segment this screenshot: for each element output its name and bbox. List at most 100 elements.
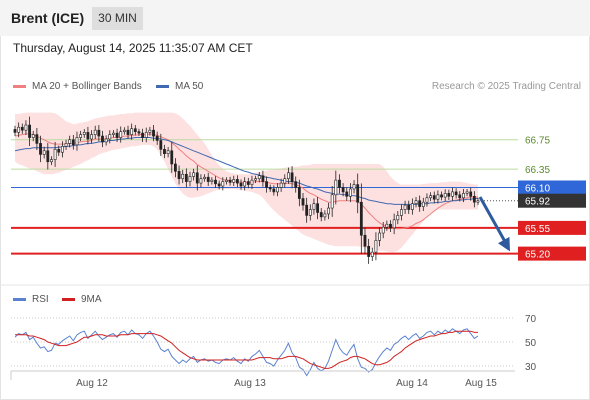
instrument-title: Brent (ICE) <box>11 10 85 26</box>
legend-9ma-swatch <box>62 298 75 301</box>
candle-up <box>93 129 97 135</box>
level-tag-support <box>518 220 586 235</box>
candle-up <box>465 191 469 194</box>
candle-up <box>188 176 192 182</box>
level-label-65.55: 65.55 <box>525 224 550 235</box>
candle-up <box>181 173 185 179</box>
candle-up <box>403 204 407 210</box>
chart-timestamp: Thursday, August 14, 2025 11:35:07 AM CE… <box>13 41 253 55</box>
level-label-65.20: 65.20 <box>525 250 550 261</box>
candle-down <box>28 124 31 138</box>
x-tick-label: Aug 15 <box>465 378 497 389</box>
candle-down <box>174 163 177 172</box>
candle-down <box>126 129 130 135</box>
candle-up <box>130 128 134 135</box>
candle-down <box>217 183 221 187</box>
forecast-arrow-head <box>498 236 510 252</box>
candle-up <box>279 182 283 188</box>
candle-down <box>141 132 144 138</box>
candle-up <box>199 178 203 184</box>
forecast-arrow-shaft <box>478 196 508 245</box>
chart-header: Brent (ICE) 30 MIN <box>0 0 590 36</box>
candle-down <box>432 195 436 200</box>
legend-rsi-swatch <box>13 298 26 301</box>
candle-down <box>265 181 268 188</box>
candle-up <box>283 178 287 184</box>
candle-down <box>345 191 349 197</box>
candle-up <box>312 203 316 210</box>
copyright-notice: Research © 2025 Trading Central <box>431 81 581 92</box>
level-tag-pivot <box>518 180 586 195</box>
candle-up <box>462 193 465 199</box>
candle-up <box>414 200 418 204</box>
candle-up <box>232 179 236 183</box>
candle-up <box>82 132 86 135</box>
candle-down <box>272 188 276 193</box>
candle-down <box>294 181 298 188</box>
candle-up <box>381 226 385 234</box>
candle-up <box>90 134 93 140</box>
candle-up <box>429 195 433 199</box>
candle-down <box>71 139 75 146</box>
rsi-tick-label: 70 <box>525 314 537 325</box>
candle-up <box>108 134 112 140</box>
legend-9ma-label: 9MA <box>81 294 102 305</box>
candle-down <box>367 245 371 257</box>
level-tag-support <box>518 246 586 261</box>
candle-down <box>46 150 50 163</box>
candle-up <box>42 150 46 155</box>
candle-up <box>250 179 254 185</box>
candle-down <box>454 191 458 196</box>
candle-up <box>64 143 68 147</box>
candle-down <box>235 179 239 184</box>
candle-down <box>101 135 104 143</box>
candle-down <box>152 129 155 137</box>
candle-up <box>330 194 334 209</box>
ma20-line <box>14 133 478 230</box>
candle-up <box>50 159 53 163</box>
level-label-66.75: 66.75 <box>525 136 550 147</box>
timeframe-button[interactable]: 30 MIN <box>92 7 143 30</box>
legend-ma50-label: MA 50 <box>175 81 204 92</box>
candle-up <box>104 138 108 143</box>
candle-down <box>341 187 345 193</box>
candle-up <box>400 209 403 216</box>
legend-9ma: 9MA <box>62 294 102 305</box>
candle-down <box>440 194 443 198</box>
candle-up <box>323 213 327 218</box>
candle-up <box>410 203 414 210</box>
candle-down <box>407 204 411 210</box>
candle-down <box>195 172 199 184</box>
legend-ma50: MA 50 <box>156 81 203 92</box>
candle-up <box>436 194 440 200</box>
candle-up <box>396 215 400 221</box>
candle-up <box>257 175 261 179</box>
candle-up <box>243 181 247 187</box>
candle-up <box>79 134 83 138</box>
candle-down <box>290 172 294 182</box>
candle-up <box>451 191 454 197</box>
candle-up <box>421 201 425 207</box>
legend-ma20-label: MA 20 + Bollinger Bands <box>32 81 142 92</box>
candle-down <box>163 148 166 154</box>
legend-ma20: MA 20 + Bollinger Bands <box>13 81 142 92</box>
candle-up <box>53 148 57 160</box>
candle-up <box>276 187 279 193</box>
candle-down <box>155 135 159 141</box>
candle-down <box>214 179 217 185</box>
legend-rsi-label: RSI <box>32 294 49 305</box>
candle-up <box>334 179 338 196</box>
x-tick-label: Aug 13 <box>234 378 266 389</box>
candle-up <box>24 124 28 131</box>
candle-down <box>458 194 462 199</box>
candle-down <box>389 223 392 229</box>
candle-down <box>246 181 250 185</box>
level-label-66.35: 66.35 <box>525 165 550 176</box>
candle-down <box>472 196 476 203</box>
candle-up <box>17 126 21 133</box>
candle-down <box>206 176 210 182</box>
candle-up <box>378 232 381 241</box>
candle-down <box>338 179 341 188</box>
x-tick-label: Aug 14 <box>396 378 428 389</box>
